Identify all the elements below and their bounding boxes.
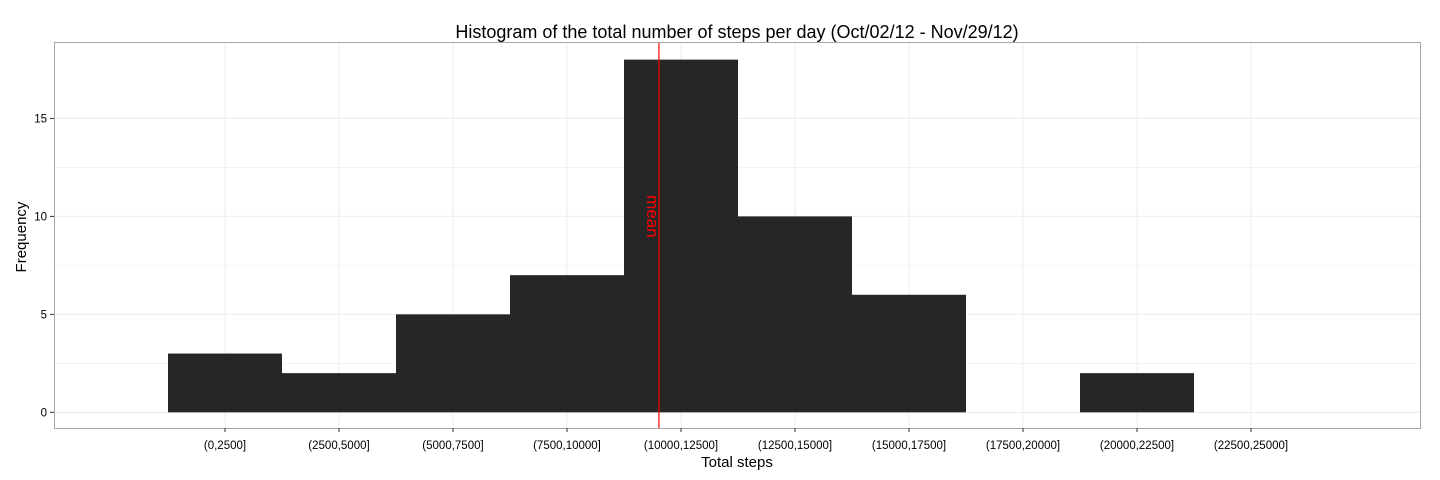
chart-title: Histogram of the total number of steps p… (455, 22, 1018, 42)
x-tick-label: (10000,12500] (644, 440, 718, 452)
histogram-bar (738, 216, 852, 413)
y-tick-label: 5 (41, 309, 47, 321)
plot-panel-border (54, 42, 1421, 429)
mean-marker: mean (643, 42, 662, 428)
x-tick-label: (7500,10000] (533, 440, 601, 452)
mean-label: mean (643, 195, 662, 238)
x-tick-label: (5000,7500] (422, 440, 483, 452)
histogram-bar (624, 59, 738, 413)
histogram-bar (396, 314, 510, 413)
histogram-bar (852, 294, 966, 413)
x-tick-label: (17500,20000] (986, 440, 1060, 452)
x-tick-label: (22500,25000] (1214, 440, 1288, 452)
x-tick-label: (12500,15000] (758, 440, 832, 452)
y-tick-label: 15 (34, 113, 47, 125)
histogram-bar (282, 373, 396, 413)
bars (168, 59, 1194, 413)
x-axis-title: Total steps (701, 454, 773, 471)
histogram-bar (1080, 373, 1194, 413)
x-tick-label: (0,2500] (204, 440, 246, 452)
x-tick-label: (20000,22500] (1100, 440, 1174, 452)
y-tick-label: 0 (41, 407, 47, 419)
y-axis: 0 5 10 15 (34, 113, 54, 419)
x-tick-label: (2500,5000] (308, 440, 369, 452)
y-axis-title: Frequency (13, 201, 30, 272)
histogram-bar (510, 275, 624, 413)
histogram-bar (168, 353, 282, 413)
x-axis: (0,2500] (2500,5000] (5000,7500] (7500,1000… (204, 428, 1288, 452)
x-tick-label: (15000,17500] (872, 440, 946, 452)
y-tick-label: 10 (34, 211, 47, 223)
